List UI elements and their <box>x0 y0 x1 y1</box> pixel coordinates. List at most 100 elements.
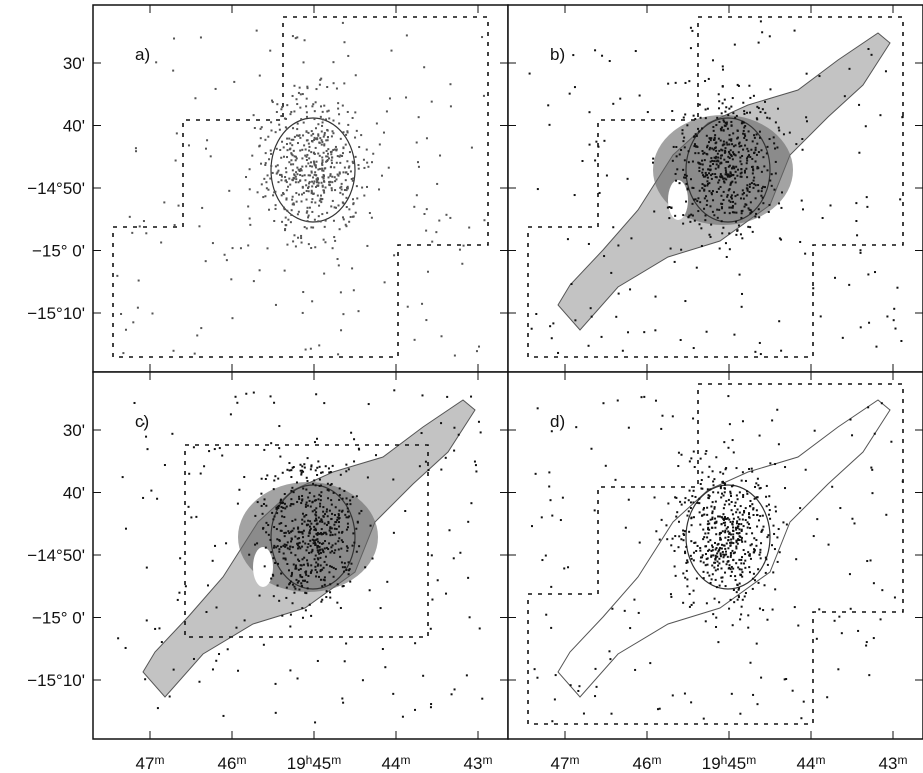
star <box>736 525 739 528</box>
star <box>341 21 344 24</box>
star <box>308 525 311 528</box>
star <box>713 561 716 564</box>
star <box>710 174 713 177</box>
star <box>329 174 332 177</box>
star <box>333 523 336 526</box>
star <box>218 653 221 656</box>
star <box>748 183 751 186</box>
star <box>306 562 309 565</box>
star <box>743 511 746 514</box>
star <box>325 533 328 536</box>
star <box>406 305 409 308</box>
star <box>260 126 263 129</box>
star <box>286 243 289 246</box>
star <box>698 166 701 169</box>
star <box>313 110 316 113</box>
x-tick-label: 43m <box>464 753 493 773</box>
star <box>327 522 330 525</box>
star <box>281 140 284 143</box>
star <box>378 143 381 146</box>
star <box>732 451 735 454</box>
star <box>322 549 325 552</box>
star <box>727 547 730 550</box>
star <box>706 174 709 177</box>
star <box>467 520 470 523</box>
star <box>694 117 697 120</box>
star <box>742 101 745 104</box>
star <box>753 183 756 186</box>
star <box>716 116 719 119</box>
panel-label: c) <box>135 412 149 431</box>
star <box>304 348 307 351</box>
star <box>279 501 282 504</box>
star <box>330 517 333 520</box>
star <box>734 579 737 582</box>
star <box>317 498 320 501</box>
star <box>722 119 725 122</box>
star <box>735 541 738 544</box>
star <box>730 124 733 127</box>
star <box>713 507 716 510</box>
star <box>720 496 723 499</box>
star <box>705 602 708 605</box>
star <box>722 560 725 563</box>
star <box>765 558 768 561</box>
star <box>307 174 310 177</box>
star <box>755 544 758 547</box>
star <box>344 513 347 516</box>
star <box>482 94 485 97</box>
star <box>731 439 734 442</box>
star <box>310 522 313 525</box>
star <box>343 41 346 44</box>
star <box>145 435 148 438</box>
star <box>640 396 643 399</box>
star <box>357 447 360 450</box>
star <box>316 466 319 469</box>
star <box>258 594 261 597</box>
star <box>721 232 724 235</box>
star <box>262 643 265 646</box>
star <box>297 542 300 545</box>
star <box>718 247 721 250</box>
star <box>754 160 757 163</box>
star <box>452 557 455 560</box>
star <box>540 516 543 519</box>
star <box>323 143 326 146</box>
star <box>293 84 296 87</box>
star <box>198 680 201 683</box>
star <box>305 111 308 114</box>
star <box>692 417 695 420</box>
star <box>325 596 328 599</box>
unit-sup: m <box>236 753 246 767</box>
star <box>815 637 818 640</box>
star <box>291 94 294 97</box>
star <box>677 546 680 549</box>
star <box>709 205 712 208</box>
star <box>737 596 740 599</box>
star <box>369 524 372 527</box>
star <box>740 175 743 178</box>
star <box>704 620 707 623</box>
star <box>290 209 293 212</box>
star <box>284 224 287 227</box>
star <box>797 624 800 627</box>
star <box>740 558 743 561</box>
star <box>746 187 749 190</box>
star <box>299 174 302 177</box>
star <box>729 551 732 554</box>
star <box>682 116 685 119</box>
star <box>327 467 330 470</box>
star <box>275 507 278 510</box>
star <box>747 225 750 228</box>
star <box>721 65 724 68</box>
star <box>697 161 700 164</box>
star <box>717 564 720 567</box>
star <box>672 145 675 148</box>
star <box>710 191 713 194</box>
star <box>324 531 327 534</box>
star <box>900 339 903 342</box>
star <box>731 520 734 523</box>
unit-sup: m <box>815 753 825 767</box>
star <box>658 707 661 710</box>
star <box>326 129 329 132</box>
